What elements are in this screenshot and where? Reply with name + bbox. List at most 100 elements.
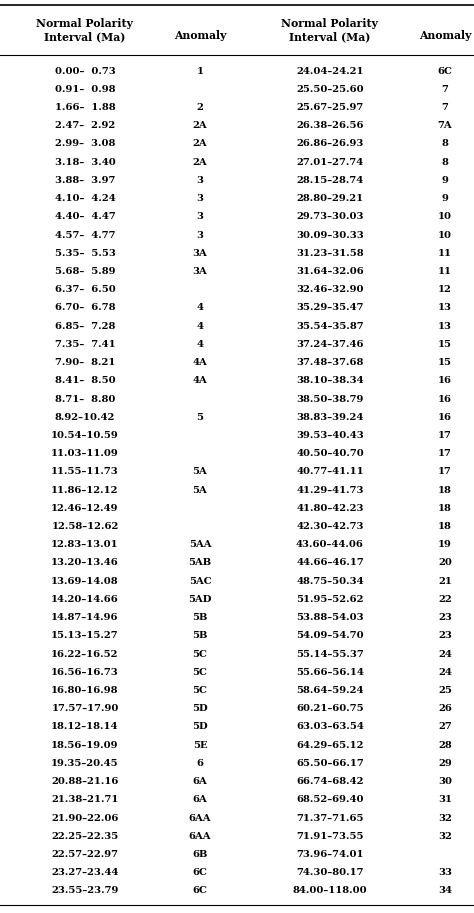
Text: 16.22–16.52: 16.22–16.52 (51, 649, 119, 658)
Text: 6.70–  6.78: 6.70– 6.78 (55, 303, 115, 312)
Text: 31: 31 (438, 795, 452, 804)
Text: 2A: 2A (193, 140, 207, 149)
Text: 35.29–35.47: 35.29–35.47 (296, 303, 364, 312)
Text: 23: 23 (438, 614, 452, 622)
Text: 32.46–32.90: 32.46–32.90 (296, 285, 364, 294)
Text: 4: 4 (197, 303, 203, 312)
Text: 5.68–  5.89: 5.68– 5.89 (55, 267, 115, 276)
Text: 8.92–10.42: 8.92–10.42 (55, 413, 115, 422)
Text: 6A: 6A (192, 777, 207, 786)
Text: 30.09–30.33: 30.09–30.33 (296, 231, 364, 239)
Text: 4.57–  4.77: 4.57– 4.77 (55, 231, 115, 239)
Text: 7.35–  7.41: 7.35– 7.41 (55, 340, 115, 349)
Text: 71.91–73.55: 71.91–73.55 (296, 832, 364, 841)
Text: 37.48–37.68: 37.48–37.68 (296, 358, 364, 367)
Text: 2: 2 (197, 103, 203, 112)
Text: 12.83–13.01: 12.83–13.01 (51, 540, 119, 550)
Text: 21.38–21.71: 21.38–21.71 (51, 795, 118, 804)
Text: 40.77–41.11: 40.77–41.11 (296, 467, 364, 477)
Text: 44.66–46.17: 44.66–46.17 (296, 559, 364, 568)
Text: 26.38–26.56: 26.38–26.56 (296, 121, 364, 131)
Text: 16: 16 (438, 376, 452, 385)
Text: 9: 9 (442, 194, 448, 203)
Text: 13: 13 (438, 303, 452, 312)
Text: 17: 17 (438, 431, 452, 440)
Text: 22.57–22.97: 22.57–22.97 (52, 850, 118, 859)
Text: 66.74–68.42: 66.74–68.42 (296, 777, 364, 786)
Text: 3A: 3A (192, 248, 207, 257)
Text: 15.13–15.27: 15.13–15.27 (51, 632, 119, 640)
Text: 21: 21 (438, 577, 452, 586)
Text: 28: 28 (438, 740, 452, 750)
Text: 11.03–11.09: 11.03–11.09 (51, 449, 119, 458)
Text: 39.53–40.43: 39.53–40.43 (296, 431, 364, 440)
Text: 16.80–16.98: 16.80–16.98 (51, 686, 119, 695)
Text: 64.29–65.12: 64.29–65.12 (296, 740, 364, 750)
Text: 23.55–23.79: 23.55–23.79 (51, 887, 118, 896)
Text: 30: 30 (438, 777, 452, 786)
Text: 6.85–  7.28: 6.85– 7.28 (55, 321, 115, 331)
Text: 7A: 7A (438, 121, 452, 131)
Text: 53.88–54.03: 53.88–54.03 (296, 614, 364, 622)
Text: 43.60–44.06: 43.60–44.06 (296, 540, 364, 550)
Text: 5B: 5B (192, 632, 208, 640)
Text: 3: 3 (197, 176, 203, 185)
Text: 22: 22 (438, 595, 452, 603)
Text: 11.86–12.12: 11.86–12.12 (51, 486, 119, 495)
Text: 18: 18 (438, 486, 452, 495)
Text: 3: 3 (197, 194, 203, 203)
Text: 58.64–59.24: 58.64–59.24 (296, 686, 364, 695)
Text: 4: 4 (197, 340, 203, 349)
Text: 16: 16 (438, 394, 452, 404)
Text: 40.50–40.70: 40.50–40.70 (296, 449, 364, 458)
Text: 15: 15 (438, 358, 452, 367)
Text: 2.47–  2.92: 2.47– 2.92 (55, 121, 115, 131)
Text: Normal Polarity
Interval (Ma): Normal Polarity Interval (Ma) (282, 18, 379, 42)
Text: 2A: 2A (193, 158, 207, 167)
Text: 6.37–  6.50: 6.37– 6.50 (55, 285, 115, 294)
Text: 37.24–37.46: 37.24–37.46 (296, 340, 364, 349)
Text: 6AA: 6AA (189, 832, 211, 841)
Text: 19.35–20.45: 19.35–20.45 (51, 759, 119, 768)
Text: 51.95–52.62: 51.95–52.62 (296, 595, 364, 603)
Text: 16.56–16.73: 16.56–16.73 (51, 667, 119, 677)
Text: 28.15–28.74: 28.15–28.74 (296, 176, 364, 185)
Text: 33: 33 (438, 868, 452, 877)
Text: 42.30–42.73: 42.30–42.73 (296, 522, 364, 531)
Text: 26.86–26.93: 26.86–26.93 (296, 140, 364, 149)
Text: 11: 11 (438, 267, 452, 276)
Text: 32: 32 (438, 813, 452, 823)
Text: 5B: 5B (192, 614, 208, 622)
Text: 9: 9 (442, 176, 448, 185)
Text: 10: 10 (438, 231, 452, 239)
Text: 19: 19 (438, 540, 452, 550)
Text: Anomaly: Anomaly (174, 29, 226, 40)
Text: 8.71–  8.80: 8.71– 8.80 (55, 394, 115, 404)
Text: 38.10–38.34: 38.10–38.34 (296, 376, 364, 385)
Text: 6C: 6C (192, 868, 208, 877)
Text: 38.83–39.24: 38.83–39.24 (296, 413, 364, 422)
Text: 5A: 5A (192, 486, 207, 495)
Text: 18: 18 (438, 504, 452, 513)
Text: 5AC: 5AC (189, 577, 211, 586)
Text: 5AA: 5AA (189, 540, 211, 550)
Text: 3: 3 (197, 213, 203, 221)
Text: 14.20–14.66: 14.20–14.66 (51, 595, 119, 603)
Text: 12.58–12.62: 12.58–12.62 (51, 522, 118, 531)
Text: 6C: 6C (192, 887, 208, 896)
Text: 5E: 5E (193, 740, 207, 750)
Text: 25: 25 (438, 686, 452, 695)
Text: 18.56–19.09: 18.56–19.09 (51, 740, 119, 750)
Text: 8: 8 (442, 140, 448, 149)
Text: 18.12–18.14: 18.12–18.14 (51, 722, 119, 731)
Text: 55.14–55.37: 55.14–55.37 (296, 649, 364, 658)
Text: 60.21–60.75: 60.21–60.75 (296, 704, 364, 713)
Text: 25.67–25.97: 25.67–25.97 (296, 103, 364, 112)
Text: 17.57–17.90: 17.57–17.90 (51, 704, 118, 713)
Text: 6A: 6A (192, 795, 207, 804)
Text: 27.01–27.74: 27.01–27.74 (296, 158, 364, 167)
Text: 35.54–35.87: 35.54–35.87 (296, 321, 364, 331)
Text: 5A: 5A (192, 467, 207, 477)
Text: 21.90–22.06: 21.90–22.06 (51, 813, 118, 823)
Text: 0.00–  0.73: 0.00– 0.73 (55, 67, 115, 76)
